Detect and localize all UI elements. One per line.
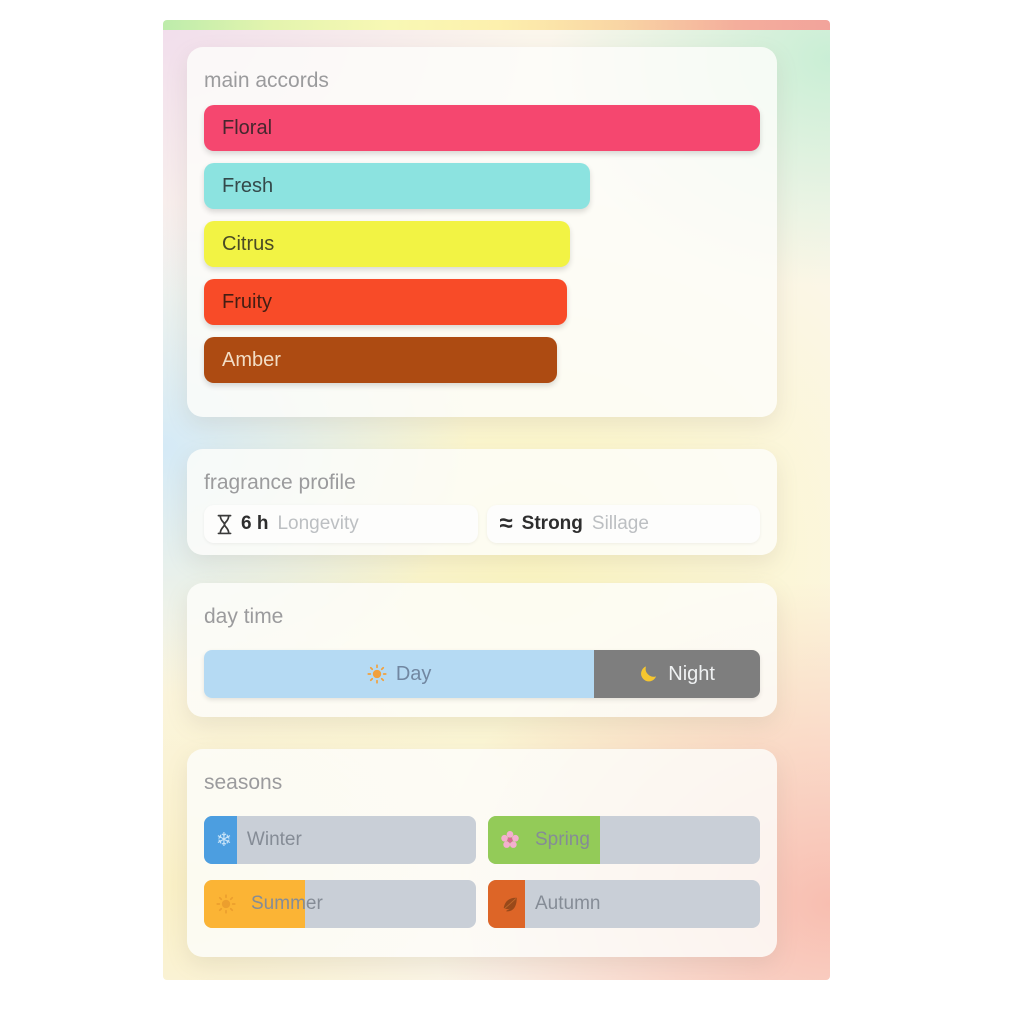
moon-icon bbox=[639, 664, 659, 684]
accord-bar-amber: Amber bbox=[204, 337, 558, 383]
accords-list: Floral Fresh Citrus Fruity Amber bbox=[204, 105, 760, 383]
night-label: Night bbox=[668, 662, 715, 685]
day-time-card: day time Day bbox=[187, 583, 777, 717]
day-time-title: day time bbox=[204, 605, 284, 628]
season-label: Spring bbox=[535, 829, 590, 850]
fragrance-profile-title: fragrance profile bbox=[204, 471, 356, 494]
season-label: Summer bbox=[251, 893, 323, 914]
season-content: Spring bbox=[488, 816, 760, 864]
season-summer: Summer bbox=[204, 880, 476, 928]
accord-bar-floral: Floral bbox=[204, 105, 760, 151]
season-spring: Spring bbox=[488, 816, 760, 864]
season-content: Summer bbox=[204, 880, 476, 928]
stats-row: 6 h Longevity ≈ Strong Sillage bbox=[204, 505, 760, 543]
day-segment: Day bbox=[204, 650, 595, 698]
accord-label: Citrus bbox=[222, 232, 275, 255]
season-label: Winter bbox=[246, 829, 302, 850]
blossom-icon bbox=[500, 830, 520, 850]
seasons-card: seasons ❄ Winter bbox=[187, 749, 777, 957]
season-fill bbox=[204, 816, 237, 864]
content-column: main accords Floral Fresh Citrus Fruity … bbox=[163, 20, 830, 980]
accord-bar-fresh: Fresh bbox=[204, 163, 591, 209]
fragrance-profile-card: fragrance profile 6 h Longevity ≈ Strong… bbox=[187, 449, 777, 555]
accord-label: Floral bbox=[222, 116, 273, 139]
accord-bar-fruity: Fruity bbox=[204, 279, 567, 325]
longevity-label: Longevity bbox=[277, 513, 359, 534]
season-label: Autumn bbox=[535, 893, 601, 914]
accord-bar-citrus: Citrus bbox=[204, 221, 570, 267]
longevity-stat: 6 h Longevity bbox=[204, 505, 478, 543]
sillage-label: Sillage bbox=[591, 513, 649, 534]
season-winter: ❄ Winter bbox=[204, 816, 476, 864]
sillage-waves-icon: ≈ bbox=[499, 510, 513, 537]
accord-label: Amber bbox=[222, 348, 281, 371]
sillage-stat: ≈ Strong Sillage bbox=[486, 505, 760, 543]
season-content: Autumn bbox=[488, 880, 760, 928]
autumn-leaf-icon bbox=[500, 894, 520, 914]
hourglass-icon bbox=[217, 514, 232, 535]
sillage-value: Strong bbox=[521, 513, 583, 534]
season-content: ❄ Winter bbox=[204, 816, 476, 864]
day-label: Day bbox=[395, 662, 432, 685]
seasons-title: seasons bbox=[204, 771, 283, 794]
season-autumn: Autumn bbox=[488, 880, 760, 928]
night-segment: Night bbox=[594, 650, 760, 698]
main-accords-card: main accords Floral Fresh Citrus Fruity … bbox=[187, 47, 777, 417]
sun-icon bbox=[216, 894, 236, 914]
gradient-header-strip bbox=[163, 20, 830, 30]
seasons-grid: ❄ Winter bbox=[204, 816, 760, 928]
main-accords-title: main accords bbox=[204, 69, 329, 92]
season-fill bbox=[204, 880, 305, 928]
accord-label: Fruity bbox=[222, 290, 272, 313]
snowflake-icon: ❄ bbox=[216, 829, 232, 851]
sun-icon bbox=[367, 664, 387, 684]
longevity-value: 6 h bbox=[241, 513, 269, 534]
day-night-bar: Day Night bbox=[204, 650, 760, 698]
accord-label: Fresh bbox=[222, 174, 274, 197]
